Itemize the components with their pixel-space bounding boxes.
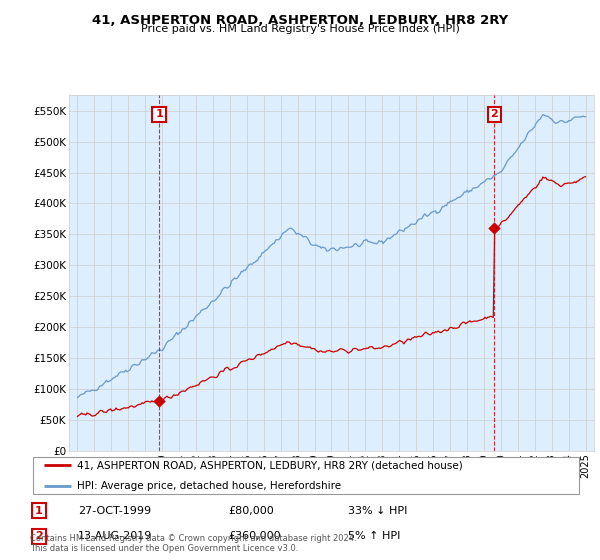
Text: 41, ASHPERTON ROAD, ASHPERTON, LEDBURY, HR8 2RY (detached house): 41, ASHPERTON ROAD, ASHPERTON, LEDBURY, … <box>77 460 463 470</box>
Point <box>490 223 499 232</box>
Text: 2: 2 <box>491 109 498 119</box>
Text: £360,000: £360,000 <box>228 531 281 542</box>
Text: 5% ↑ HPI: 5% ↑ HPI <box>348 531 400 542</box>
Text: 1: 1 <box>35 506 43 516</box>
FancyBboxPatch shape <box>33 458 579 493</box>
Text: 27-OCT-1999: 27-OCT-1999 <box>78 506 151 516</box>
Text: HPI: Average price, detached house, Herefordshire: HPI: Average price, detached house, Here… <box>77 480 341 491</box>
Text: Price paid vs. HM Land Registry's House Price Index (HPI): Price paid vs. HM Land Registry's House … <box>140 24 460 34</box>
Text: 2: 2 <box>35 531 43 542</box>
Text: 33% ↓ HPI: 33% ↓ HPI <box>348 506 407 516</box>
Text: 1: 1 <box>155 109 163 119</box>
Text: £80,000: £80,000 <box>228 506 274 516</box>
Text: Contains HM Land Registry data © Crown copyright and database right 2024.
This d: Contains HM Land Registry data © Crown c… <box>30 534 356 553</box>
Point <box>154 397 164 406</box>
Text: 13-AUG-2019: 13-AUG-2019 <box>78 531 152 542</box>
Text: 41, ASHPERTON ROAD, ASHPERTON, LEDBURY, HR8 2RY: 41, ASHPERTON ROAD, ASHPERTON, LEDBURY, … <box>92 14 508 27</box>
